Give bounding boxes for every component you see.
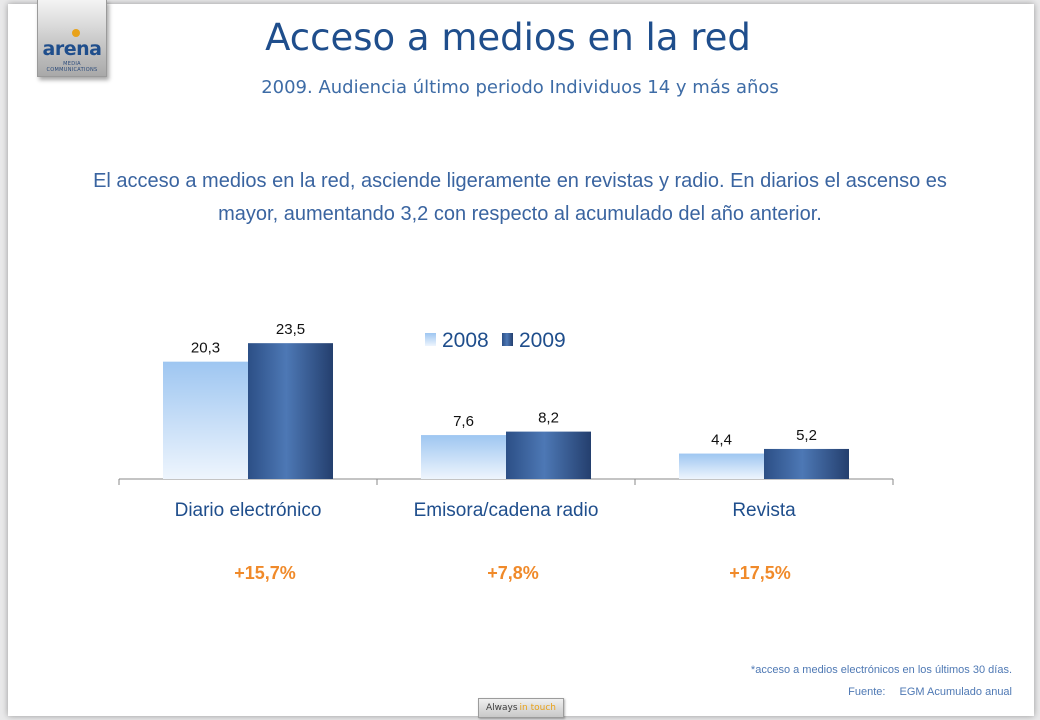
tag-accent: in touch (519, 703, 557, 713)
data-label: 8,2 (538, 410, 559, 427)
change-label-diario-electronico: +15,7% (234, 563, 296, 583)
legend-swatch-2009 (502, 333, 513, 346)
page-subtitle: 2009. Audiencia último periodo Individuo… (261, 77, 779, 98)
data-label: 5,2 (796, 427, 817, 444)
source-line: Fuente: EGM Acumulado anual (848, 686, 1012, 698)
bar-2009-revista (764, 448, 849, 479)
change-label-revista: +17,5% (729, 563, 791, 583)
source-label: Fuente: (848, 686, 886, 698)
bar-2009-diario-electronico (248, 343, 333, 479)
data-label: 4,4 (711, 432, 732, 449)
data-label: 7,6 (453, 413, 474, 430)
arena-logo: arena MEDIA COMMUNICATIONS (37, 0, 107, 77)
logo-tagline: MEDIA COMMUNICATIONS (46, 61, 98, 73)
x-tick-label: Emisora/cadena radio (414, 500, 599, 521)
source-value: EGM Acumulado anual (899, 686, 1012, 698)
bar-2009-emisora-cadena-radio (506, 431, 591, 479)
page-title: Acceso a medios en la red (265, 16, 751, 59)
data-label: 20,3 (191, 340, 220, 357)
always-in-touch-tag: Always in touch (478, 698, 564, 718)
bar-2008-diario-electronico (163, 361, 248, 479)
bar-2008-revista (679, 453, 764, 479)
x-tick-label: Diario electrónico (175, 500, 322, 521)
summary-text: El acceso a medios en la red, asciende l… (93, 170, 947, 225)
legend-swatch-2008 (425, 333, 436, 346)
legend-label-2008: 2008 (442, 329, 489, 352)
slide (8, 4, 1034, 716)
logo-dot-icon (72, 29, 80, 37)
legend-label-2009: 2009 (519, 329, 566, 352)
logo-word: arena (42, 38, 102, 60)
data-label: 23,5 (276, 321, 305, 338)
x-tick-label: Revista (732, 500, 796, 521)
bar-2008-emisora-cadena-radio (421, 435, 506, 479)
tag-text: Always (485, 703, 518, 713)
footnote: *acceso a medios electrónicos en los últ… (750, 664, 1012, 676)
change-label-emisora-cadena-radio: +7,8% (487, 563, 539, 583)
